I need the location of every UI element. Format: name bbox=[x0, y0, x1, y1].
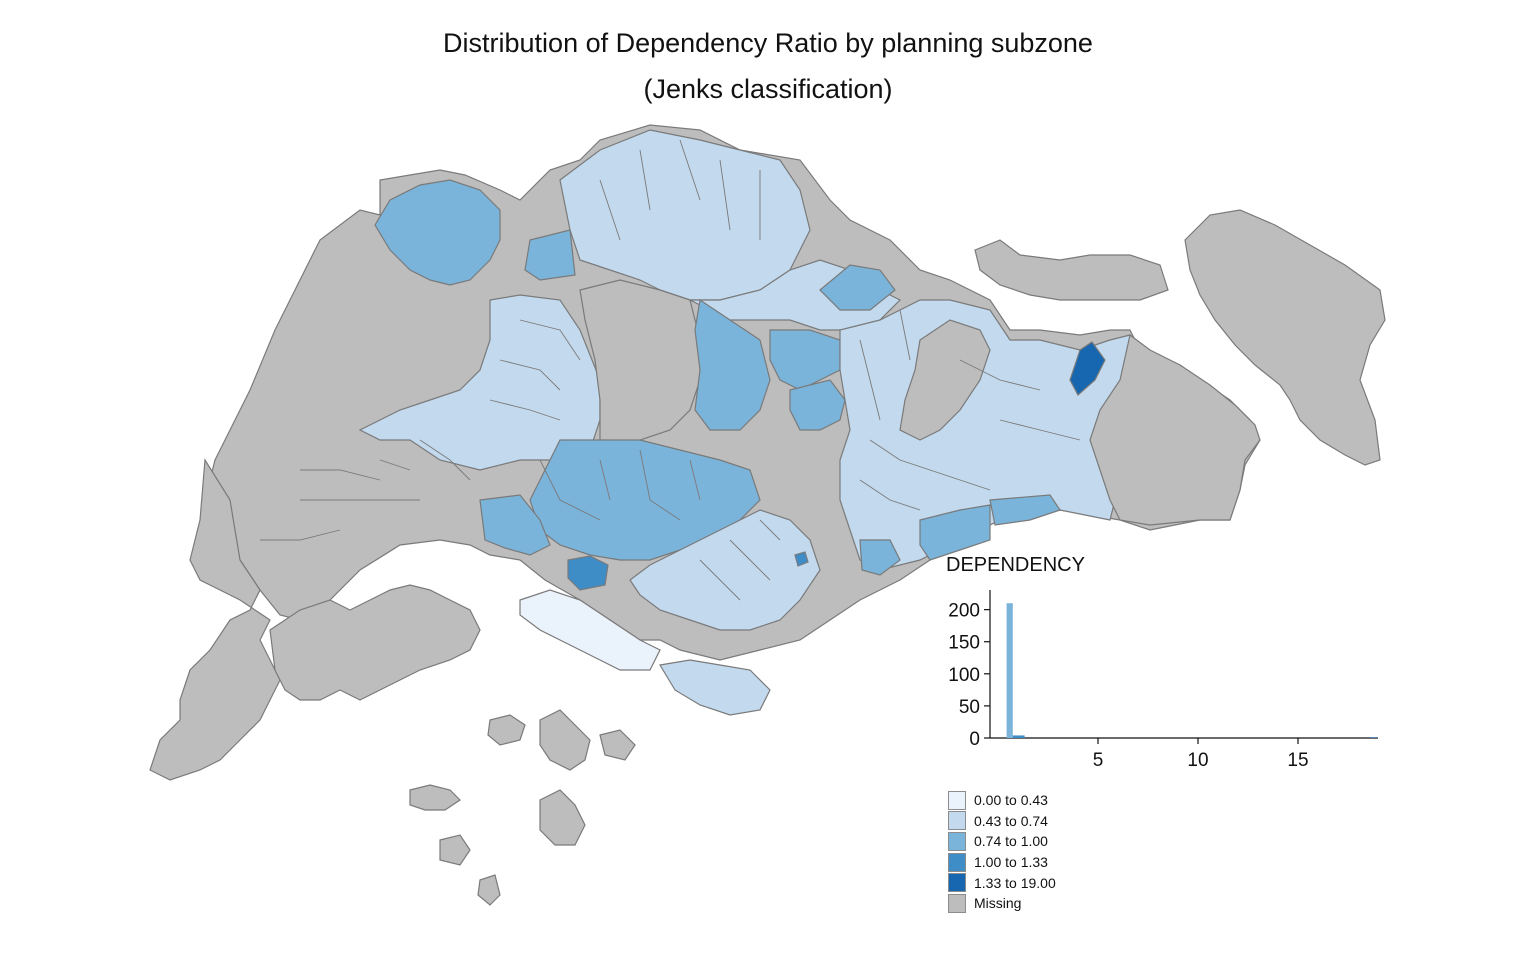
legend-label: 1.00 to 1.33 bbox=[974, 854, 1048, 871]
legend-item: 0.00 to 0.43 bbox=[948, 790, 1056, 811]
map-legend: 0.00 to 0.43 0.43 to 0.74 0.74 to 1.00 1… bbox=[948, 790, 1056, 914]
histogram-title: DEPENDENCY bbox=[946, 554, 1085, 576]
legend-item: 0.43 to 0.74 bbox=[948, 811, 1056, 832]
subzone-clementi bbox=[479, 494, 551, 556]
subzone-geylang-dot bbox=[794, 551, 809, 567]
map-subtitle: (Jenks classification) bbox=[643, 74, 893, 104]
subzone-seletar bbox=[819, 264, 896, 311]
subzone-boundaries bbox=[260, 139, 1081, 601]
island-sudong-1 bbox=[439, 834, 471, 866]
subzone-lim-chu-kang bbox=[374, 179, 501, 286]
subzone-bedok-south bbox=[989, 494, 1061, 526]
subzone-ang-mo-kio bbox=[694, 298, 771, 431]
legend-item: 1.00 to 1.33 bbox=[948, 852, 1056, 873]
subzone-hougang bbox=[789, 379, 846, 431]
legend-swatch bbox=[948, 852, 966, 872]
island-sudong-2 bbox=[477, 874, 501, 906]
island-semakau-2 bbox=[599, 729, 636, 761]
legend-swatch bbox=[948, 811, 966, 831]
region-tuas-missing bbox=[149, 458, 281, 781]
legend-swatch bbox=[948, 893, 966, 913]
island-pulau-tekong bbox=[1184, 209, 1386, 466]
island-semakau-3 bbox=[539, 789, 586, 846]
island-semakau-1 bbox=[539, 709, 591, 771]
subzone-bedok bbox=[919, 504, 991, 561]
region-jurong-island-missing bbox=[269, 584, 481, 701]
legend-swatch bbox=[948, 790, 966, 810]
subzone-bukit-batok bbox=[358, 294, 601, 471]
legend-swatch bbox=[948, 873, 966, 893]
subzone-queenstown bbox=[567, 555, 609, 591]
legend-label: 0.74 to 1.00 bbox=[974, 833, 1048, 850]
subzone-pasir-ris-wafer bbox=[1069, 341, 1106, 396]
legend-label: 0.00 to 0.43 bbox=[974, 792, 1048, 809]
legend-swatch bbox=[948, 831, 966, 851]
subzone-central-catchment bbox=[579, 279, 701, 451]
subzone-changi-missing bbox=[1089, 333, 1261, 526]
map-title: Distribution of Dependency Ratio by plan… bbox=[443, 28, 1093, 58]
subzone-harbourfront bbox=[519, 589, 661, 671]
subzone-marine-parade bbox=[859, 539, 901, 576]
subzone-central-mix bbox=[629, 509, 821, 631]
subzone-serangoon bbox=[769, 329, 841, 391]
island-st-johns bbox=[487, 714, 526, 746]
legend-label: 1.33 to 19.00 bbox=[974, 874, 1056, 891]
map-subzones bbox=[358, 129, 1261, 716]
legend-item: 0.74 to 1.00 bbox=[948, 831, 1056, 852]
subzone-sembawang bbox=[524, 229, 576, 281]
subzone-pasir-ris-missing bbox=[899, 319, 991, 441]
legend-item: Missing bbox=[948, 893, 1056, 914]
outlying-islands bbox=[409, 209, 1386, 906]
island-pulau-ubin bbox=[974, 239, 1169, 301]
island-kusu bbox=[409, 784, 461, 811]
legend-item: 1.33 to 19.00 bbox=[948, 872, 1056, 893]
subzone-sentosa bbox=[659, 659, 771, 716]
legend-label: 0.43 to 0.74 bbox=[974, 812, 1048, 829]
legend-label: Missing bbox=[974, 895, 1022, 912]
